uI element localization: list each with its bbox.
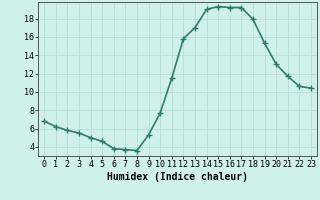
X-axis label: Humidex (Indice chaleur): Humidex (Indice chaleur) — [107, 172, 248, 182]
